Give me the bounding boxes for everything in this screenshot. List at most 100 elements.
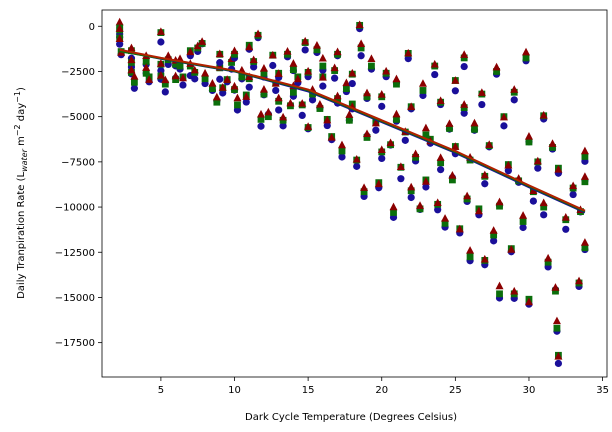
point-triangle — [554, 352, 563, 360]
point-triangle — [551, 283, 560, 291]
point-triangle — [474, 206, 483, 215]
y-tick-label: 0 — [89, 22, 95, 33]
point-circle — [257, 122, 265, 130]
point-square — [313, 46, 321, 54]
point-circle — [179, 81, 187, 89]
y-tick-label: −2500 — [61, 67, 95, 78]
point-circle — [510, 96, 518, 104]
point-triangle — [127, 65, 136, 74]
point-triangle — [156, 27, 165, 35]
point-triangle — [552, 316, 561, 325]
point-circle — [460, 62, 468, 71]
point-triangle — [522, 47, 531, 56]
point-square — [363, 93, 371, 101]
point-circle — [250, 63, 258, 71]
point-triangle — [230, 81, 239, 90]
point-circle — [401, 136, 409, 144]
point-square — [260, 90, 268, 98]
point-triangle — [480, 254, 489, 263]
point-triangle — [115, 24, 124, 32]
point-circle — [331, 74, 339, 82]
point-square — [357, 44, 365, 52]
point-triangle — [460, 100, 469, 108]
y-label-mid2: day — [16, 103, 27, 125]
point-square — [289, 88, 297, 96]
point-square — [161, 80, 169, 88]
point-circle — [157, 38, 165, 46]
point-triangle — [377, 145, 386, 153]
point-square — [360, 188, 368, 196]
point-square — [581, 244, 589, 252]
point-square — [419, 87, 427, 94]
point-triangle — [345, 110, 354, 118]
point-circle — [529, 197, 537, 205]
point-triangle — [115, 17, 124, 26]
point-triangle — [386, 138, 395, 147]
point-triangle — [289, 59, 298, 67]
point-circle — [372, 126, 380, 134]
point-square — [142, 58, 150, 65]
point-square — [260, 69, 268, 77]
point-triangle — [421, 123, 430, 132]
point-triangle — [524, 297, 533, 306]
x-tick-label: 25 — [449, 385, 462, 396]
point-square — [228, 59, 235, 66]
point-triangle — [337, 140, 346, 149]
point-square — [552, 287, 559, 295]
point-circle — [298, 111, 306, 119]
point-triangle — [396, 162, 405, 170]
point-triangle — [257, 109, 266, 118]
x-tick-label: 20 — [375, 385, 388, 396]
point-circle — [451, 87, 459, 95]
point-triangle — [504, 160, 513, 169]
point-circle — [407, 193, 415, 202]
point-triangle — [355, 20, 364, 29]
x-tick-label: 30 — [523, 385, 536, 396]
point-square — [142, 69, 150, 77]
point-triangle — [477, 88, 486, 96]
point-triangle — [470, 118, 479, 127]
fit-lines-top — [119, 48, 586, 214]
point-triangle — [249, 55, 258, 64]
point-square — [257, 115, 265, 123]
point-triangle — [404, 48, 413, 57]
point-triangle — [363, 129, 372, 138]
point-triangle — [463, 191, 472, 200]
point-circle — [422, 183, 430, 191]
point-square — [416, 205, 424, 213]
point-triangle — [315, 99, 324, 108]
point-triangle — [330, 63, 339, 72]
point-triangle — [495, 281, 504, 290]
point-square — [238, 73, 246, 81]
point-triangle — [436, 96, 445, 104]
point-triangle — [495, 197, 504, 206]
point-square — [446, 125, 453, 132]
point-triangle — [430, 59, 439, 68]
point-triangle — [212, 92, 221, 101]
point-circle — [191, 75, 199, 83]
point-triangle — [193, 41, 202, 50]
point-circle — [308, 96, 317, 104]
point-circle — [279, 122, 287, 130]
point-triangle — [274, 69, 283, 77]
point-triangle — [392, 74, 401, 83]
point-triangle — [286, 98, 295, 107]
point-triangle — [448, 171, 457, 179]
point-triangle — [304, 66, 313, 75]
point-square — [343, 85, 350, 93]
point-square — [496, 202, 503, 210]
point-circle — [500, 122, 508, 130]
point-circle — [272, 86, 280, 95]
point-square — [231, 50, 238, 58]
point-triangle — [161, 75, 170, 84]
point-square — [522, 54, 530, 62]
point-triangle — [485, 140, 494, 148]
point-square — [213, 98, 221, 106]
point-circle — [161, 88, 169, 96]
point-triangle — [377, 90, 386, 98]
point-circle — [378, 154, 386, 163]
point-triangle — [510, 85, 519, 93]
point-square — [231, 86, 238, 93]
point-circle — [301, 46, 309, 54]
